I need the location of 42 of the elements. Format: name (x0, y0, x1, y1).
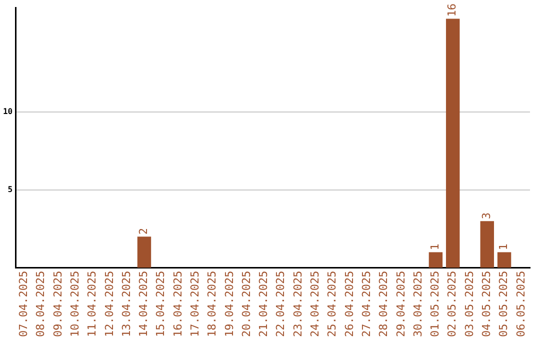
x-tick-label: 29.04.2025 (394, 270, 408, 338)
bar (137, 236, 152, 268)
data-label: 3 (480, 212, 493, 220)
x-tick-label: 05.05.2025 (497, 270, 510, 338)
x-tick-label: 24.04.2025 (308, 270, 322, 338)
x-tick-label: 23.04.2025 (291, 270, 304, 338)
x-tick-label: 02.05.2025 (446, 270, 459, 338)
x-tick-label: 17.04.2025 (188, 270, 202, 338)
x-tick-label: 01.05.2025 (428, 270, 442, 338)
x-tick-label: 30.04.2025 (411, 270, 424, 338)
bar (480, 221, 494, 268)
x-tick-label: 04.05.2025 (480, 270, 493, 338)
x-tick-label: 22.04.2025 (274, 270, 288, 338)
y-tick-label: 10 (2, 107, 13, 116)
data-label: 2 (137, 228, 150, 235)
data-label: 1 (497, 244, 510, 250)
x-tick-label: 03.05.2025 (462, 270, 476, 338)
x-tick-label: 16.04.2025 (171, 270, 184, 338)
x-tick-label: 13.04.2025 (120, 270, 133, 338)
x-tick-label: 11.04.2025 (86, 270, 99, 338)
x-tick-label: 07.04.2025 (17, 270, 30, 338)
x-tick-label: 12.04.2025 (102, 270, 116, 338)
x-tick-label: 21.04.2025 (257, 270, 270, 338)
x-tick-label: 06.05.2025 (514, 270, 528, 338)
data-label: 16 (446, 3, 459, 17)
x-tick-label: 09.04.2025 (51, 270, 64, 338)
x-tick-label: 25.04.2025 (326, 270, 339, 338)
data-label: 1 (428, 244, 442, 250)
x-tick-label: 27.04.2025 (360, 270, 373, 338)
bar (428, 252, 443, 268)
x-tick-label: 08.04.2025 (34, 270, 48, 338)
x-tick-label: 19.04.2025 (222, 270, 236, 338)
x-tick-label: 20.04.2025 (240, 270, 253, 338)
x-tick-label: 14.04.2025 (137, 270, 150, 338)
bar (446, 18, 460, 268)
y-tick-label: 5 (8, 185, 13, 194)
x-tick-label: 15.04.2025 (154, 270, 168, 338)
x-tick-label: 18.04.2025 (206, 270, 219, 338)
x-tick-label: 10.04.2025 (68, 270, 82, 338)
bar (497, 252, 512, 268)
x-tick-label: 28.04.2025 (377, 270, 390, 338)
x-tick-label: 26.04.2025 (342, 270, 356, 338)
